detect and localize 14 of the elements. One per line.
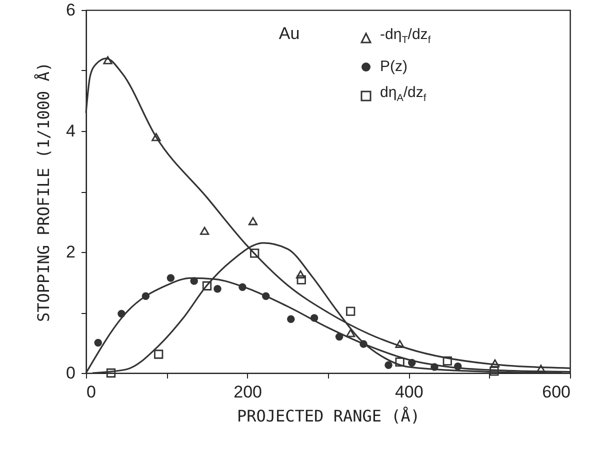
- y-tick-label: 6: [66, 0, 76, 20]
- y-axis-title: STOPPING PROFILE (1/1000 Å): [34, 62, 54, 322]
- x-axis-title: PROJECTED RANGE (Å): [236, 406, 420, 426]
- y-tick-label: 4: [66, 122, 76, 140]
- x-tick-label: 0: [86, 382, 96, 402]
- y-tick-label: 2: [66, 242, 76, 262]
- legend-label: -dη$_{T}$/dz$_{f}$: [380, 25, 431, 48]
- x-tick-label: 200: [234, 382, 262, 402]
- x-tick-label: 600: [542, 382, 570, 402]
- legend-label: dη$_{A}$/dz$_{f}$: [380, 83, 426, 106]
- y-tick-label: 0: [66, 364, 76, 382]
- x-tick-label: 400: [394, 382, 424, 402]
- annotation: Au: [278, 24, 300, 43]
- legend-label: P(z): [380, 57, 408, 77]
